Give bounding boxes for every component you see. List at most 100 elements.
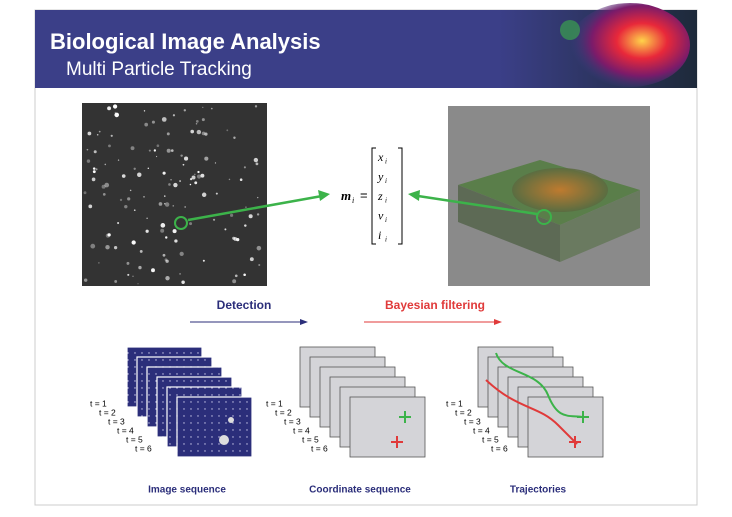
speck bbox=[98, 130, 101, 133]
trajectory bbox=[495, 352, 584, 418]
eq-entry: v bbox=[378, 208, 384, 222]
time-label: t = 1 bbox=[446, 398, 463, 408]
arrow bbox=[187, 194, 323, 222]
speck bbox=[165, 259, 169, 263]
speck bbox=[153, 149, 157, 152]
speck bbox=[200, 173, 205, 178]
speck bbox=[147, 167, 150, 170]
frame-stack: t = 1t = 2t = 3t = 4t = 5t = 6 Coordinate… bbox=[266, 346, 426, 496]
speck bbox=[201, 131, 206, 136]
speck bbox=[243, 166, 246, 169]
speck bbox=[156, 144, 160, 148]
speck bbox=[91, 177, 96, 182]
time-label: t = 2 bbox=[455, 407, 472, 417]
speck bbox=[195, 120, 199, 123]
speck bbox=[143, 196, 145, 198]
speck bbox=[108, 144, 111, 148]
time-label: t = 6 bbox=[135, 443, 152, 453]
speck bbox=[215, 192, 218, 195]
speck bbox=[127, 197, 131, 201]
particle bbox=[228, 417, 234, 423]
eq-entry: i bbox=[378, 228, 381, 242]
speck bbox=[105, 244, 110, 250]
speck bbox=[83, 191, 87, 195]
speck bbox=[104, 182, 110, 188]
speck bbox=[201, 118, 205, 122]
speck bbox=[129, 189, 132, 192]
speck bbox=[212, 218, 216, 221]
speck bbox=[164, 195, 166, 197]
speck bbox=[256, 245, 262, 251]
speck bbox=[114, 111, 117, 114]
speck bbox=[137, 172, 142, 177]
eq-index: i bbox=[352, 196, 354, 205]
speck bbox=[95, 168, 98, 171]
speck bbox=[130, 146, 135, 151]
frame bbox=[349, 396, 426, 458]
speck bbox=[102, 193, 106, 196]
marker bbox=[391, 436, 403, 448]
speck bbox=[254, 105, 258, 108]
speck bbox=[179, 251, 184, 256]
speck bbox=[184, 156, 189, 161]
speck bbox=[195, 122, 198, 125]
speck bbox=[132, 275, 134, 277]
speck bbox=[114, 112, 120, 118]
caption: Coordinate sequence bbox=[309, 485, 411, 496]
speck bbox=[98, 262, 100, 264]
speck bbox=[244, 224, 247, 227]
time-label: t = 2 bbox=[275, 407, 292, 417]
eq-entry-index: i bbox=[385, 236, 387, 244]
speck bbox=[151, 268, 155, 273]
marker bbox=[577, 411, 589, 423]
speck bbox=[245, 206, 247, 208]
arrowhead bbox=[408, 190, 420, 201]
speck bbox=[194, 181, 198, 185]
speck bbox=[210, 107, 213, 110]
time-label: t = 5 bbox=[302, 434, 319, 444]
speck bbox=[230, 213, 234, 217]
speck bbox=[119, 198, 123, 202]
speck bbox=[196, 129, 202, 135]
speck bbox=[164, 258, 168, 262]
speck bbox=[189, 183, 192, 186]
speck bbox=[253, 157, 259, 163]
speck bbox=[112, 104, 118, 109]
speck bbox=[196, 174, 202, 179]
eq-entries: x iy iz iv ii i bbox=[377, 150, 387, 244]
speck bbox=[144, 122, 149, 127]
header-image bbox=[570, 3, 690, 87]
speck bbox=[87, 131, 92, 136]
speck bbox=[179, 273, 181, 275]
time-label: t = 5 bbox=[482, 434, 499, 444]
speck bbox=[179, 180, 181, 182]
marker bbox=[399, 411, 411, 423]
time-label: t = 3 bbox=[108, 416, 125, 426]
eq-equals: = bbox=[360, 187, 368, 202]
speck bbox=[233, 136, 236, 139]
time-label: t = 4 bbox=[117, 425, 134, 435]
frame bbox=[527, 396, 604, 458]
speck bbox=[104, 163, 107, 166]
speck bbox=[117, 222, 120, 225]
speck bbox=[90, 243, 96, 249]
microscopy-image bbox=[82, 103, 267, 286]
speck bbox=[113, 246, 118, 250]
speck bbox=[232, 279, 237, 284]
frame-stack: t = 1t = 2t = 3t = 4t = 5t = 6 Image sequ… bbox=[90, 346, 253, 496]
eq-entry: z bbox=[377, 189, 383, 203]
time-label: t = 4 bbox=[473, 425, 490, 435]
speck bbox=[172, 114, 176, 117]
speck bbox=[107, 233, 111, 237]
speck bbox=[126, 261, 130, 265]
time-label: t = 1 bbox=[266, 398, 283, 408]
speck bbox=[148, 149, 151, 152]
marker bbox=[569, 436, 581, 448]
speck bbox=[202, 106, 204, 109]
eq-entry-index: i bbox=[385, 158, 387, 166]
eq-brackets bbox=[371, 147, 403, 245]
speck bbox=[86, 159, 91, 163]
speck bbox=[248, 214, 253, 219]
time-label: t = 3 bbox=[464, 416, 481, 426]
